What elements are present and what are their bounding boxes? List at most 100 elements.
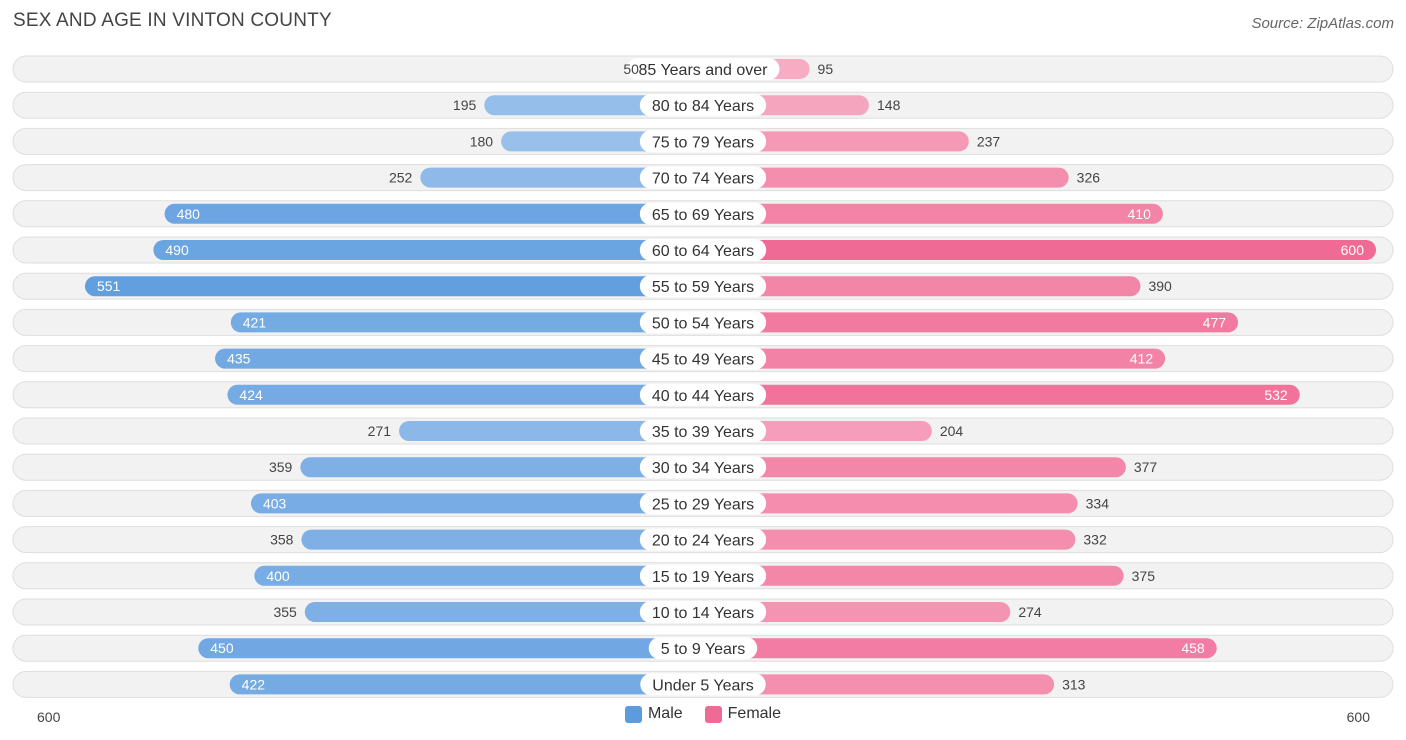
chart-row: 10 to 14 Years 355 274	[12, 598, 1394, 626]
chart-row: 65 to 69 Years 480 410	[12, 200, 1394, 228]
bar-female	[703, 674, 1055, 695]
value-label-male: 358	[270, 532, 294, 548]
category-label-pill	[648, 637, 758, 660]
chart-row: 20 to 24 Years 358 332	[12, 526, 1394, 554]
chart-row: 30 to 34 Years 359 377	[12, 453, 1394, 481]
bar-female	[703, 565, 1124, 586]
value-label-female: 458	[1181, 640, 1205, 656]
value-label-male: 50	[623, 61, 639, 77]
value-label-male: 490	[165, 242, 189, 258]
category-label-pill	[639, 311, 767, 334]
bar-male	[300, 457, 703, 478]
value-label-male: 180	[470, 133, 494, 149]
chart-source: Source: ZipAtlas.com	[1251, 15, 1394, 32]
category-label: 85 Years and over	[639, 62, 769, 79]
category-label-pill	[639, 383, 767, 406]
value-label-male: 355	[273, 604, 297, 620]
chart-row: 15 to 19 Years 400 375	[12, 562, 1394, 590]
bar-female	[703, 348, 1166, 369]
bar-male	[215, 348, 703, 369]
chart-legend: Male Female	[0, 705, 1406, 723]
bar-male	[250, 493, 704, 514]
bar-male	[254, 565, 704, 586]
value-label-female: 204	[940, 423, 964, 439]
legend-item-male[interactable]: Male	[624, 705, 683, 723]
bar-male	[304, 602, 703, 622]
category-label-pill	[639, 347, 767, 370]
legend-swatch-female	[704, 705, 722, 723]
value-label-female: 412	[1130, 351, 1154, 367]
bar-female	[703, 457, 1126, 478]
chart-row: 60 to 64 Years 490 600	[12, 236, 1394, 264]
chart-row: 80 to 84 Years 195 148	[12, 91, 1394, 119]
value-label-male: 359	[269, 459, 293, 475]
category-label: 80 to 84 Years	[652, 98, 754, 115]
bar-male	[198, 638, 703, 659]
category-label-pill	[640, 673, 766, 696]
bar-female	[703, 131, 969, 152]
bar-male	[153, 240, 704, 260]
bar-female	[703, 384, 1300, 405]
legend-item-female[interactable]: Female	[704, 705, 782, 723]
category-label-pill	[639, 239, 767, 261]
category-label-pill	[639, 420, 767, 442]
bar-male	[84, 276, 703, 297]
bar-male	[227, 384, 703, 405]
value-label-male: 435	[227, 351, 251, 367]
value-label-female: 313	[1062, 676, 1086, 692]
value-label-female: 148	[877, 97, 901, 113]
category-label: 5 to 9 Years	[661, 641, 746, 658]
value-label-female: 390	[1148, 278, 1172, 294]
chart-row: 50 to 54 Years 421 477	[12, 308, 1394, 336]
bar-female	[703, 493, 1078, 514]
category-label-pill	[639, 202, 767, 225]
bar-male	[229, 674, 703, 695]
value-label-female: 237	[977, 133, 1001, 149]
value-label-male: 421	[243, 314, 267, 330]
category-label-pill	[639, 275, 767, 298]
category-label: 65 to 69 Years	[652, 207, 754, 224]
category-label: 45 to 49 Years	[652, 352, 754, 369]
value-label-male: 424	[239, 387, 263, 403]
chart-row: 45 to 49 Years 435 412	[12, 345, 1394, 373]
category-label: 20 to 24 Years	[652, 533, 754, 550]
bar-female	[703, 203, 1163, 224]
legend-label-male: Male	[647, 705, 683, 722]
value-label-male: 252	[389, 170, 413, 186]
category-label: 55 to 59 Years	[652, 279, 754, 296]
bar-male	[420, 167, 703, 188]
value-label-female: 95	[818, 61, 834, 77]
category-label-pill	[639, 528, 767, 551]
chart-row: 40 to 44 Years 424 532	[12, 381, 1394, 409]
bar-male	[301, 529, 703, 550]
category-label-pill	[639, 166, 767, 189]
value-label-female: 410	[1128, 206, 1152, 222]
value-label-female: 334	[1086, 495, 1110, 511]
value-label-male: 403	[263, 495, 287, 511]
category-label: 30 to 34 Years	[652, 460, 754, 477]
category-label: 50 to 54 Years	[652, 315, 754, 332]
bar-male	[230, 312, 704, 333]
category-label: 25 to 29 Years	[652, 496, 754, 513]
value-label-female: 477	[1203, 314, 1227, 330]
bar-male	[399, 421, 703, 441]
category-label: Under 5 Years	[652, 677, 753, 694]
category-label: 70 to 74 Years	[652, 171, 754, 188]
value-label-male: 400	[266, 568, 290, 584]
value-label-male: 450	[210, 640, 234, 656]
legend-swatch-male	[624, 705, 642, 723]
chart-row: 70 to 74 Years 252 326	[12, 164, 1394, 192]
chart-row: 75 to 79 Years 180 237	[12, 127, 1394, 155]
value-label-female: 532	[1264, 387, 1288, 403]
bar-female	[703, 167, 1069, 188]
bar-male	[164, 203, 704, 224]
chart-row: 5 to 9 Years 450 458	[12, 634, 1394, 662]
value-label-male: 551	[97, 278, 121, 294]
bar-female	[703, 312, 1239, 333]
chart-row: 25 to 29 Years 403 334	[12, 489, 1394, 517]
legend-label-female: Female	[727, 705, 782, 722]
value-label-female: 332	[1083, 532, 1107, 548]
value-label-male: 480	[177, 206, 201, 222]
axis-label-left: 600	[37, 709, 61, 725]
